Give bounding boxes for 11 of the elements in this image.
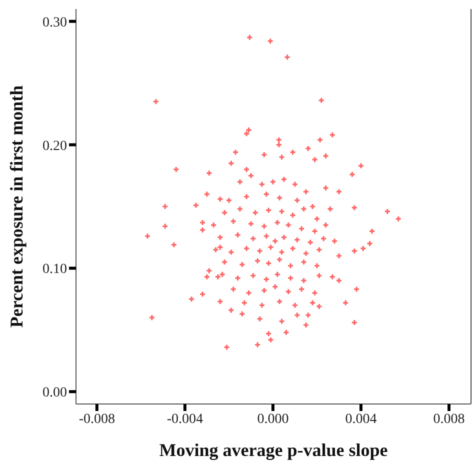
- y-tick-label: 0.30: [42, 15, 67, 30]
- x-tick-label: 0.004: [345, 412, 377, 427]
- x-axis-title: Moving average p-value slope: [159, 440, 388, 460]
- x-tick-label: 0.008: [433, 412, 465, 427]
- y-tick-label: 0.00: [42, 386, 67, 401]
- x-tick-label: -0.004: [166, 412, 204, 427]
- x-tick-label: -0.008: [78, 412, 115, 427]
- y-tick-label: 0.10: [42, 262, 67, 278]
- x-tick-label: 0.000: [257, 412, 289, 427]
- y-axis-title: Percent exposure in first month: [6, 85, 26, 328]
- y-tick-label: 0.20: [42, 138, 67, 154]
